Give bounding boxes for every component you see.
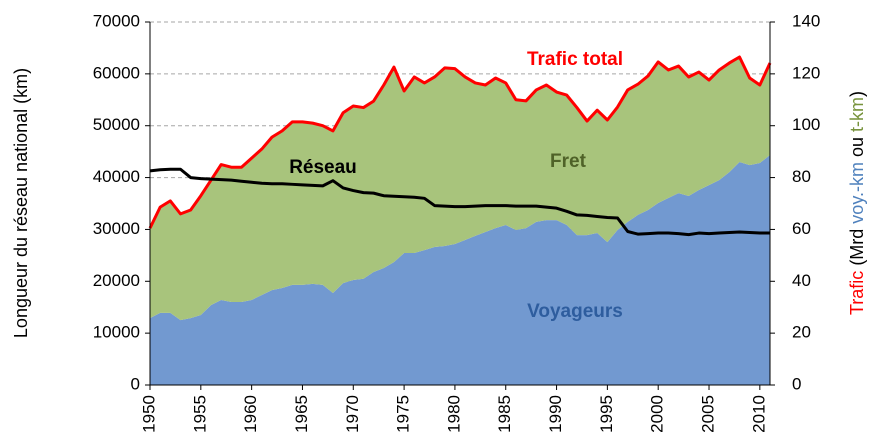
- x-tick-label: 1990: [546, 395, 565, 433]
- x-tick-label: 2000: [648, 395, 667, 433]
- y2-tick-label: 80: [792, 167, 811, 186]
- x-tick-label: 1970: [343, 395, 362, 433]
- x-tick-label: 1955: [190, 395, 209, 433]
- y2-tick-label: 100: [792, 115, 820, 134]
- y2-tick-label: 0: [792, 374, 801, 393]
- series-label: Fret: [550, 151, 587, 172]
- y-tick-label: 0: [131, 374, 140, 393]
- series-label: Réseau: [289, 157, 357, 178]
- y2-axis-label: Trafic (Mrd voy.-km ou t-km): [847, 91, 867, 315]
- y-tick-label: 40000: [93, 167, 140, 186]
- x-tick-label: 1975: [394, 395, 413, 433]
- line-3: [149, 167, 770, 237]
- y-tick-label: 10000: [93, 323, 140, 342]
- y2-axis-label-part: ou: [847, 132, 867, 162]
- y2-tick-label: 140: [792, 11, 820, 30]
- line-2: [148, 55, 772, 229]
- x-tick-label: 1995: [597, 395, 616, 433]
- y-tick-label: 50000: [93, 115, 140, 134]
- x-tick-label: 1985: [495, 395, 514, 433]
- y2-tick-label: 120: [792, 63, 820, 82]
- x-tick-label: 1980: [444, 395, 463, 433]
- y2-axis-label-part: ): [847, 91, 867, 97]
- x-tick-label: 1950: [139, 395, 158, 433]
- y-tick-label: 70000: [93, 11, 140, 30]
- y2-axis-label-part: voy.-km: [847, 162, 867, 224]
- x-tick-label: 1960: [241, 395, 260, 433]
- y-tick-label: 20000: [93, 271, 140, 290]
- y-tick-label: 60000: [93, 63, 140, 82]
- series-label: Voyageurs: [527, 301, 623, 322]
- x-tick-label: 1965: [292, 395, 311, 433]
- area-0: [150, 155, 770, 385]
- y2-axis-label-part: t-km: [847, 97, 867, 132]
- y-axis-label: Longueur du réseau national (km): [11, 68, 31, 338]
- y2-tick-label: 20: [792, 323, 811, 342]
- y2-tick-label: 40: [792, 271, 811, 290]
- y2-axis-label-part: (Mrd: [847, 224, 867, 271]
- x-tick-label: 2010: [749, 395, 768, 433]
- x-tick-label: 2005: [699, 395, 718, 433]
- data: [150, 57, 770, 385]
- y2-tick-label: 60: [792, 219, 811, 238]
- y-tick-label: 30000: [93, 219, 140, 238]
- y2-axis-label-part: Trafic: [847, 271, 867, 315]
- series-label: Trafic total: [527, 49, 623, 70]
